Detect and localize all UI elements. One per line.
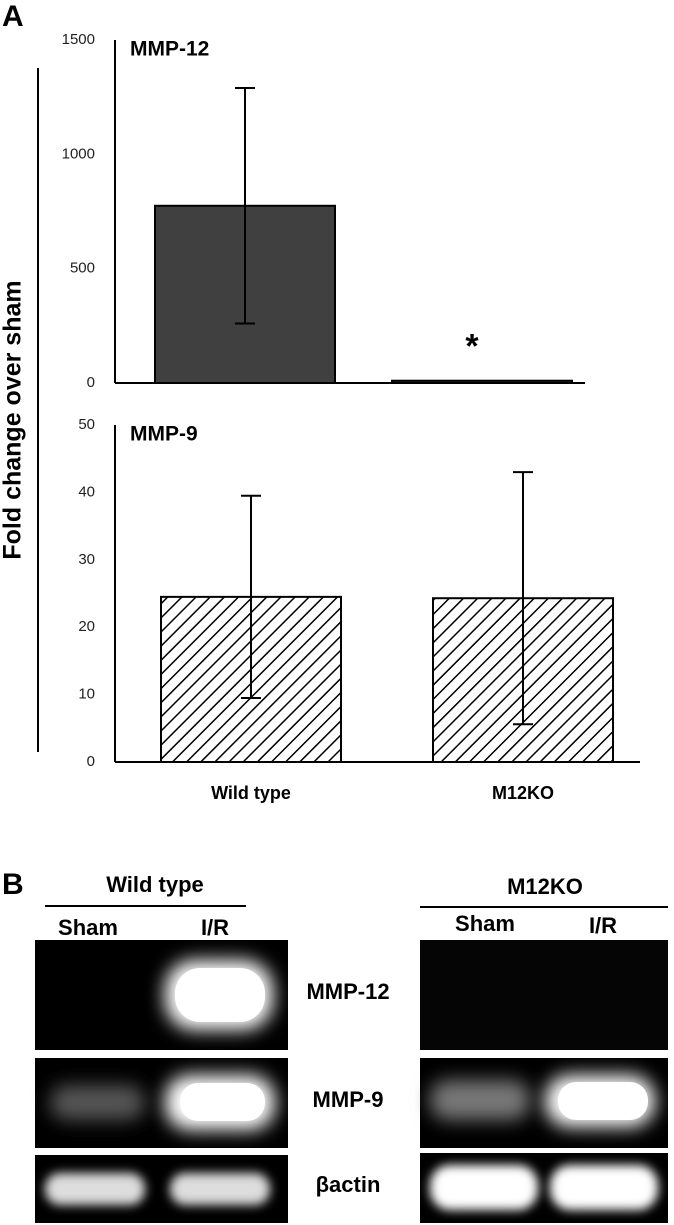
gel-band xyxy=(50,1085,145,1120)
group-label: Wild type xyxy=(106,872,204,897)
y-tick-label: 1500 xyxy=(62,31,95,48)
lane-label: Sham xyxy=(58,915,118,940)
row-label: βactin xyxy=(316,1172,381,1197)
x-tick-label: M12KO xyxy=(492,783,554,803)
gel-panel: Wild type Sham I/R M12KO Sham I/R MMP-12… xyxy=(35,872,668,1223)
y-tick-label: 10 xyxy=(78,686,95,703)
gel-band xyxy=(558,1082,648,1120)
gel-band xyxy=(550,1165,658,1210)
panel-label: B xyxy=(2,868,24,901)
row-label: MMP-9 xyxy=(313,1087,384,1112)
gel-band xyxy=(180,1083,265,1121)
gel-band xyxy=(45,1173,145,1205)
gel-image xyxy=(420,940,668,1050)
lane-label: I/R xyxy=(201,915,229,940)
y-tick-label: 30 xyxy=(78,551,95,568)
panel-label: A xyxy=(2,0,24,33)
gel-band xyxy=(430,1080,530,1120)
gel-band xyxy=(175,968,265,1022)
y-axis-label: Fold change over sham xyxy=(0,280,27,559)
y-tick-label: 500 xyxy=(70,260,95,277)
gel-band xyxy=(170,1173,270,1205)
gel-band xyxy=(430,1165,538,1210)
y-tick-label: 0 xyxy=(87,374,95,391)
y-tick-label: 1000 xyxy=(62,145,95,162)
chart-title: MMP-12 xyxy=(130,38,209,61)
annotation: * xyxy=(465,328,479,366)
y-tick-label: 0 xyxy=(87,753,95,770)
lane-label: I/R xyxy=(589,913,617,938)
y-tick-label: 20 xyxy=(78,618,95,635)
lane-label: Sham xyxy=(455,911,515,936)
chart-title: MMP-9 xyxy=(130,423,198,446)
y-tick-label: 50 xyxy=(78,416,95,433)
x-tick-label: Wild type xyxy=(211,783,291,803)
row-label: MMP-12 xyxy=(306,979,389,1004)
group-label: M12KO xyxy=(507,874,583,899)
y-tick-label: 40 xyxy=(78,483,95,500)
